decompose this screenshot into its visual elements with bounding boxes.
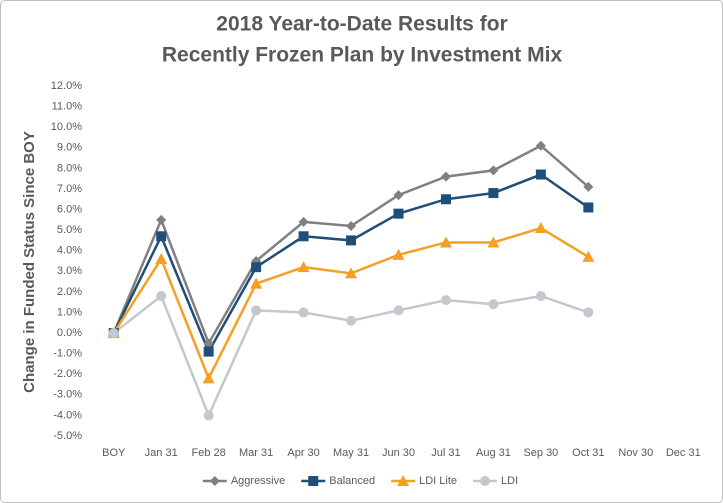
marker: [535, 140, 546, 151]
x-tick-label: Jul 31: [431, 447, 460, 459]
chart-title: Recently Frozen Plan by Investment Mix: [162, 44, 563, 67]
marker: [298, 231, 309, 242]
legend-marker: [209, 476, 220, 486]
marker: [583, 307, 594, 318]
marker: [439, 236, 452, 248]
y-tick-label: 6.0%: [57, 203, 82, 215]
y-tick-label: -5.0%: [53, 430, 82, 442]
marker: [346, 235, 357, 246]
marker: [583, 181, 594, 192]
marker: [487, 236, 500, 248]
x-tick-label: Jun 30: [382, 447, 415, 459]
x-tick-label: Aug 31: [476, 447, 511, 459]
y-axis-label: Change in Funded Status Since BOY: [21, 131, 38, 393]
x-tick-label: May 31: [333, 447, 369, 459]
marker: [582, 250, 595, 262]
marker: [535, 169, 546, 180]
y-tick-label: 12.0%: [51, 80, 82, 92]
y-tick-label: 8.0%: [57, 162, 82, 174]
y-tick-label: -1.0%: [53, 348, 82, 360]
marker: [392, 248, 405, 260]
marker: [108, 328, 119, 339]
marker: [393, 305, 404, 316]
marker: [203, 338, 214, 349]
legend-marker: [308, 476, 319, 486]
legend-label: Aggressive: [231, 475, 285, 487]
x-tick-label: Oct 31: [572, 447, 604, 459]
x-tick-label: Nov 30: [618, 447, 653, 459]
marker: [156, 214, 167, 225]
legend-marker: [397, 475, 410, 486]
legend-marker: [480, 476, 491, 486]
marker: [535, 291, 546, 301]
x-tick-label: Jan 31: [145, 447, 178, 459]
x-tick-label: Feb 28: [192, 447, 226, 459]
marker: [488, 165, 499, 176]
y-tick-label: 4.0%: [57, 245, 82, 257]
y-tick-label: 7.0%: [57, 183, 82, 195]
y-tick-label: 10.0%: [51, 121, 82, 133]
marker: [345, 267, 358, 279]
marker: [393, 208, 404, 219]
x-tick-label: Apr 30: [287, 447, 319, 459]
x-tick-label: Mar 31: [239, 447, 273, 459]
y-tick-label: 2.0%: [57, 286, 82, 298]
marker: [393, 190, 404, 201]
marker: [251, 262, 262, 273]
marker: [583, 202, 594, 213]
marker: [298, 216, 309, 227]
legend-label: Balanced: [329, 475, 375, 487]
y-tick-label: 9.0%: [57, 142, 82, 154]
marker: [203, 346, 214, 357]
marker: [251, 305, 262, 316]
marker: [155, 252, 168, 264]
legend-label: LDI Lite: [419, 475, 457, 487]
marker: [440, 171, 451, 182]
marker: [346, 221, 357, 231]
marker: [440, 295, 451, 306]
y-tick-label: 11.0%: [52, 100, 83, 112]
marker: [298, 307, 309, 318]
marker: [156, 291, 167, 301]
marker: [488, 299, 499, 310]
y-tick-label: -4.0%: [53, 409, 82, 421]
marker: [297, 261, 310, 273]
y-tick-label: -2.0%: [53, 368, 82, 380]
y-tick-label: 3.0%: [57, 265, 82, 277]
legend-label: LDI: [501, 475, 518, 487]
marker: [488, 188, 499, 199]
y-tick-label: -3.0%: [53, 389, 82, 401]
marker: [250, 277, 263, 289]
y-tick-label: 0.0%: [57, 327, 82, 339]
marker: [534, 222, 547, 234]
x-tick-label: Dec 31: [666, 447, 701, 459]
marker: [346, 315, 357, 326]
chart-title: 2018 Year-to-Date Results for: [216, 13, 507, 36]
marker: [440, 194, 451, 205]
marker: [156, 231, 167, 242]
y-tick-label: 1.0%: [57, 306, 82, 318]
y-tick-label: 5.0%: [57, 224, 82, 236]
marker: [202, 372, 215, 384]
marker: [203, 410, 214, 421]
x-tick-label: BOY: [102, 447, 126, 459]
x-tick-label: Sep 30: [523, 447, 558, 459]
